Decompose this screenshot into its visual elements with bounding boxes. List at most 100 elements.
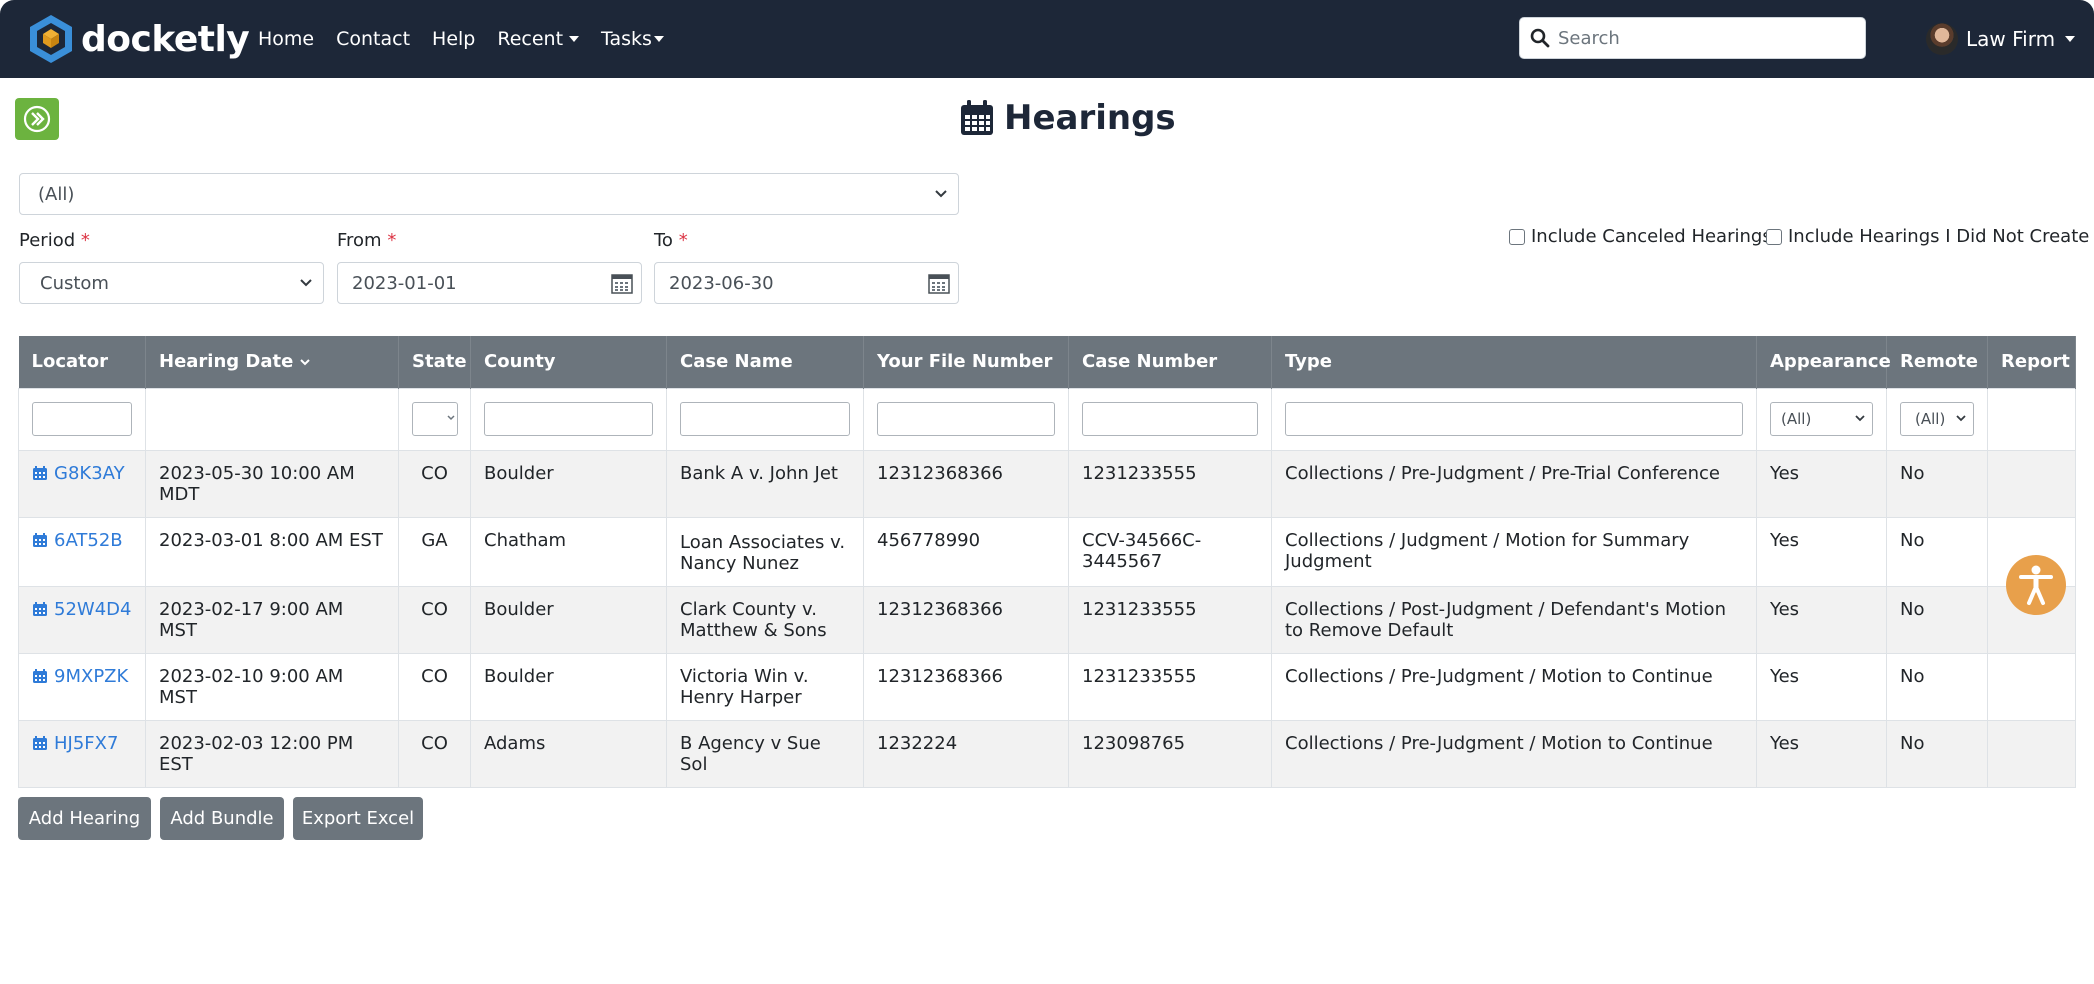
- filter-cell: [666, 387, 864, 451]
- col-header-remote[interactable]: Remote: [1886, 336, 1988, 388]
- case-number-filter-input[interactable]: [1082, 402, 1258, 436]
- nav-tasks-dropdown[interactable]: Tasks: [601, 28, 664, 50]
- col-header-label: Type: [1285, 351, 1332, 373]
- to-date-input[interactable]: 2023-06-30: [654, 262, 959, 304]
- file-number-cell: 12312368366: [863, 449, 1069, 518]
- filter-row: (All) (All): [18, 387, 2076, 451]
- col-header-file-number[interactable]: Your File Number: [863, 336, 1069, 388]
- filter-cell: (All): [1886, 387, 1988, 451]
- case-name-filter-input[interactable]: [680, 402, 850, 436]
- locator-link[interactable]: G8K3AY: [32, 463, 125, 484]
- locator-link[interactable]: 6AT52B: [32, 530, 123, 551]
- user-menu-dropdown[interactable]: Law Firm: [1926, 19, 2076, 59]
- col-header-label: Appearance: [1770, 351, 1891, 373]
- filter-cell: [18, 387, 146, 451]
- remote-filter-select[interactable]: (All): [1900, 402, 1974, 436]
- remote-cell: No: [1886, 585, 1988, 654]
- appearance-cell: Yes: [1756, 719, 1887, 788]
- remote-cell: No: [1886, 719, 1988, 788]
- filter-cell: [1271, 387, 1757, 451]
- col-header-case-name[interactable]: Case Name: [666, 336, 864, 388]
- col-header-label: Locator: [31, 351, 109, 373]
- export-excel-button[interactable]: Export Excel: [293, 797, 423, 840]
- nav-home[interactable]: Home: [258, 28, 315, 50]
- to-label-text: To: [654, 230, 673, 251]
- filter-cell: [145, 387, 399, 451]
- report-cell: [1987, 652, 2076, 721]
- include-canceled-label: Include Canceled Hearings: [1531, 226, 1772, 247]
- required-mark: *: [387, 230, 397, 251]
- col-header-label: Remote: [1900, 351, 1979, 373]
- page-title: Hearings: [960, 96, 1176, 140]
- col-header-type[interactable]: Type: [1271, 336, 1757, 388]
- docketly-logo-icon: [30, 15, 72, 63]
- period-label-text: Period: [19, 230, 76, 251]
- county-cell: Boulder: [470, 449, 667, 518]
- checkbox-box[interactable]: [1766, 228, 1782, 245]
- brand-logo[interactable]: docketly: [27, 11, 250, 67]
- col-header-hearing-date[interactable]: Hearing Date: [145, 336, 399, 388]
- nav-recent-dropdown[interactable]: Recent: [497, 28, 580, 50]
- locator-cell: 6AT52B: [18, 516, 146, 587]
- table-row[interactable]: 6AT52B 2023-03-01 8:00 AM EST GA Chatham…: [18, 516, 2076, 587]
- avatar: [1926, 23, 1958, 55]
- search-input[interactable]: [1558, 27, 1848, 49]
- from-date-input[interactable]: 2023-01-01: [337, 262, 642, 304]
- checkbox-box[interactable]: [1509, 228, 1525, 245]
- case-number-cell: 1231233555: [1068, 652, 1272, 721]
- col-header-appearance[interactable]: Appearance: [1756, 336, 1891, 388]
- hearing-date-cell: 2023-02-17 9:00 AM MST: [145, 585, 399, 654]
- report-cell: [1987, 449, 2076, 518]
- table-row[interactable]: 52W4D4 2023-02-17 9:00 AM MST CO Boulder…: [18, 585, 2076, 654]
- filter-cell: (All): [1756, 387, 1887, 451]
- locator-filter-input[interactable]: [32, 402, 132, 436]
- col-header-report[interactable]: Report: [1987, 336, 2076, 388]
- state-cell: CO: [398, 585, 471, 654]
- type-filter-input[interactable]: [1285, 402, 1743, 436]
- locator-text: 52W4D4: [54, 598, 132, 620]
- locator-cell: 52W4D4: [18, 585, 146, 654]
- locator-cell: G8K3AY: [18, 449, 146, 518]
- appearance-filter-select[interactable]: (All): [1770, 402, 1873, 436]
- table-row[interactable]: G8K3AY 2023-05-30 10:00 AM MDT CO Boulde…: [18, 449, 2076, 518]
- locator-link[interactable]: HJ5FX7: [32, 733, 118, 754]
- locator-link[interactable]: 9MXPZK: [32, 666, 128, 687]
- period-value: Custom: [40, 272, 109, 294]
- nav-contact[interactable]: Contact: [336, 28, 411, 50]
- calendar-picker-icon[interactable]: [928, 274, 950, 294]
- col-header-locator[interactable]: Locator: [18, 336, 146, 388]
- from-date-value: 2023-01-01: [352, 272, 457, 294]
- county-filter-input[interactable]: [484, 402, 653, 436]
- col-header-label: State: [412, 351, 467, 373]
- accessibility-button[interactable]: [2006, 555, 2066, 615]
- caret-down-icon: [653, 36, 664, 42]
- include-not-created-checkbox[interactable]: Include Hearings I Did Not Create: [1766, 226, 2089, 247]
- file-number-cell: 1232224: [863, 719, 1069, 788]
- sidebar-toggle-button[interactable]: [15, 98, 59, 140]
- hearing-date-cell: 2023-02-10 9:00 AM MST: [145, 652, 399, 721]
- calendar-picker-icon[interactable]: [611, 274, 633, 294]
- file-number-filter-input[interactable]: [877, 402, 1055, 436]
- col-header-case-number[interactable]: Case Number: [1068, 336, 1272, 388]
- table-row[interactable]: 9MXPZK 2023-02-10 9:00 AM MST CO Boulder…: [18, 652, 2076, 721]
- file-number-cell: 12312368366: [863, 585, 1069, 654]
- include-canceled-checkbox[interactable]: Include Canceled Hearings: [1509, 226, 1772, 247]
- hearing-date-cell: 2023-05-30 10:00 AM MDT: [145, 449, 399, 518]
- col-header-county[interactable]: County: [470, 336, 667, 388]
- chevron-down-icon: [300, 279, 312, 287]
- user-name: Law Firm: [1966, 27, 2056, 51]
- col-header-label: Your File Number: [877, 351, 1053, 373]
- nav-help[interactable]: Help: [432, 28, 476, 50]
- locator-link[interactable]: 52W4D4: [32, 599, 131, 620]
- locator-cell: HJ5FX7: [18, 719, 146, 788]
- state-filter-select[interactable]: [412, 402, 458, 436]
- table-row[interactable]: HJ5FX7 2023-02-03 12:00 PM EST CO Adams …: [18, 719, 2076, 788]
- add-hearing-button[interactable]: Add Hearing: [18, 797, 151, 840]
- remote-filter-value: (All): [1915, 409, 1946, 428]
- add-bundle-button[interactable]: Add Bundle: [160, 797, 284, 840]
- client-filter-select[interactable]: (All): [19, 173, 959, 215]
- file-number-cell: 12312368366: [863, 652, 1069, 721]
- include-not-created-label: Include Hearings I Did Not Create: [1788, 226, 2090, 247]
- col-header-state[interactable]: State: [398, 336, 471, 388]
- period-select[interactable]: Custom: [19, 262, 324, 304]
